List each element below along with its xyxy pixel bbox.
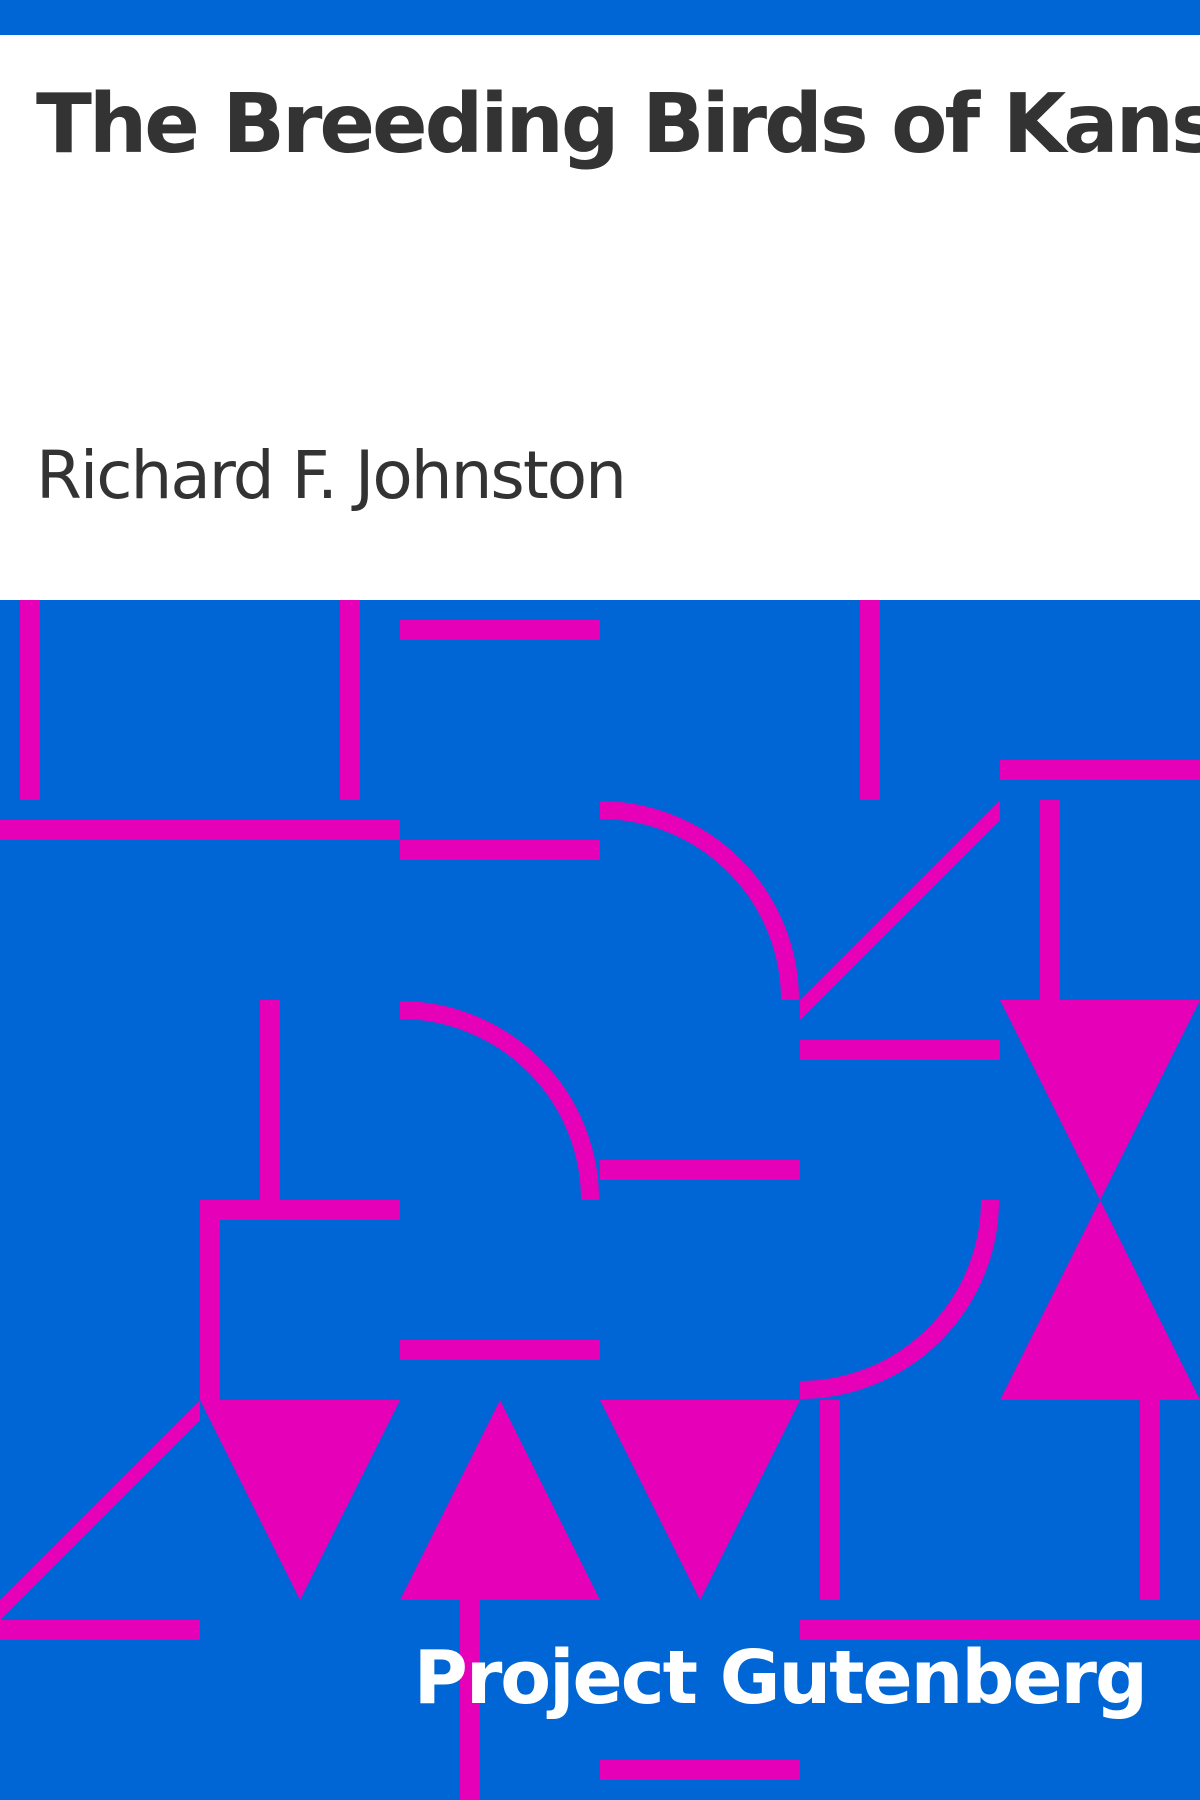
pattern-bar	[20, 600, 40, 800]
pattern-bar	[600, 1160, 800, 1180]
pattern-bar	[340, 600, 360, 800]
pattern-bar	[0, 1620, 200, 1640]
pattern-triangle	[1000, 1000, 1200, 1200]
pattern-bar	[400, 840, 600, 860]
pattern-bar	[800, 1040, 1000, 1060]
pattern-bar	[400, 1340, 600, 1360]
pattern-bar	[200, 1200, 220, 1400]
publisher-name: Project Gutenberg	[413, 1635, 1148, 1721]
cover-pattern-graphic	[0, 600, 1200, 1800]
pattern-bar	[1040, 800, 1060, 1000]
pattern-bar	[820, 1400, 840, 1600]
pattern-arc	[799, 1199, 999, 1399]
pattern-bar	[1000, 760, 1200, 780]
pattern-triangle	[400, 1400, 600, 1600]
pattern-bar	[0, 820, 400, 840]
pattern-arc	[599, 801, 799, 1001]
pattern-diagonal	[800, 800, 1000, 1020]
pattern-triangle	[600, 1400, 800, 1600]
pattern-triangle	[200, 1400, 400, 1600]
book-title: The Breeding Birds of Kansas	[36, 77, 1200, 172]
book-author: Richard F. Johnston	[36, 437, 627, 514]
pattern-bar	[400, 620, 600, 640]
pattern-arcs	[399, 801, 999, 1399]
pattern-triangle	[1000, 1200, 1200, 1400]
pattern-bar	[260, 1000, 280, 1210]
pattern-bar	[800, 1620, 1200, 1640]
pattern-diagonal	[0, 1400, 200, 1620]
pattern-bar	[600, 1760, 800, 1780]
pattern-shapes	[0, 600, 1200, 1800]
top-color-bar	[0, 0, 1200, 35]
pattern-bar	[200, 1200, 400, 1220]
pattern-bar	[460, 1590, 480, 1800]
pattern-bar	[860, 600, 880, 800]
pattern-arc	[399, 1001, 599, 1201]
pattern-bar	[1140, 1400, 1160, 1600]
